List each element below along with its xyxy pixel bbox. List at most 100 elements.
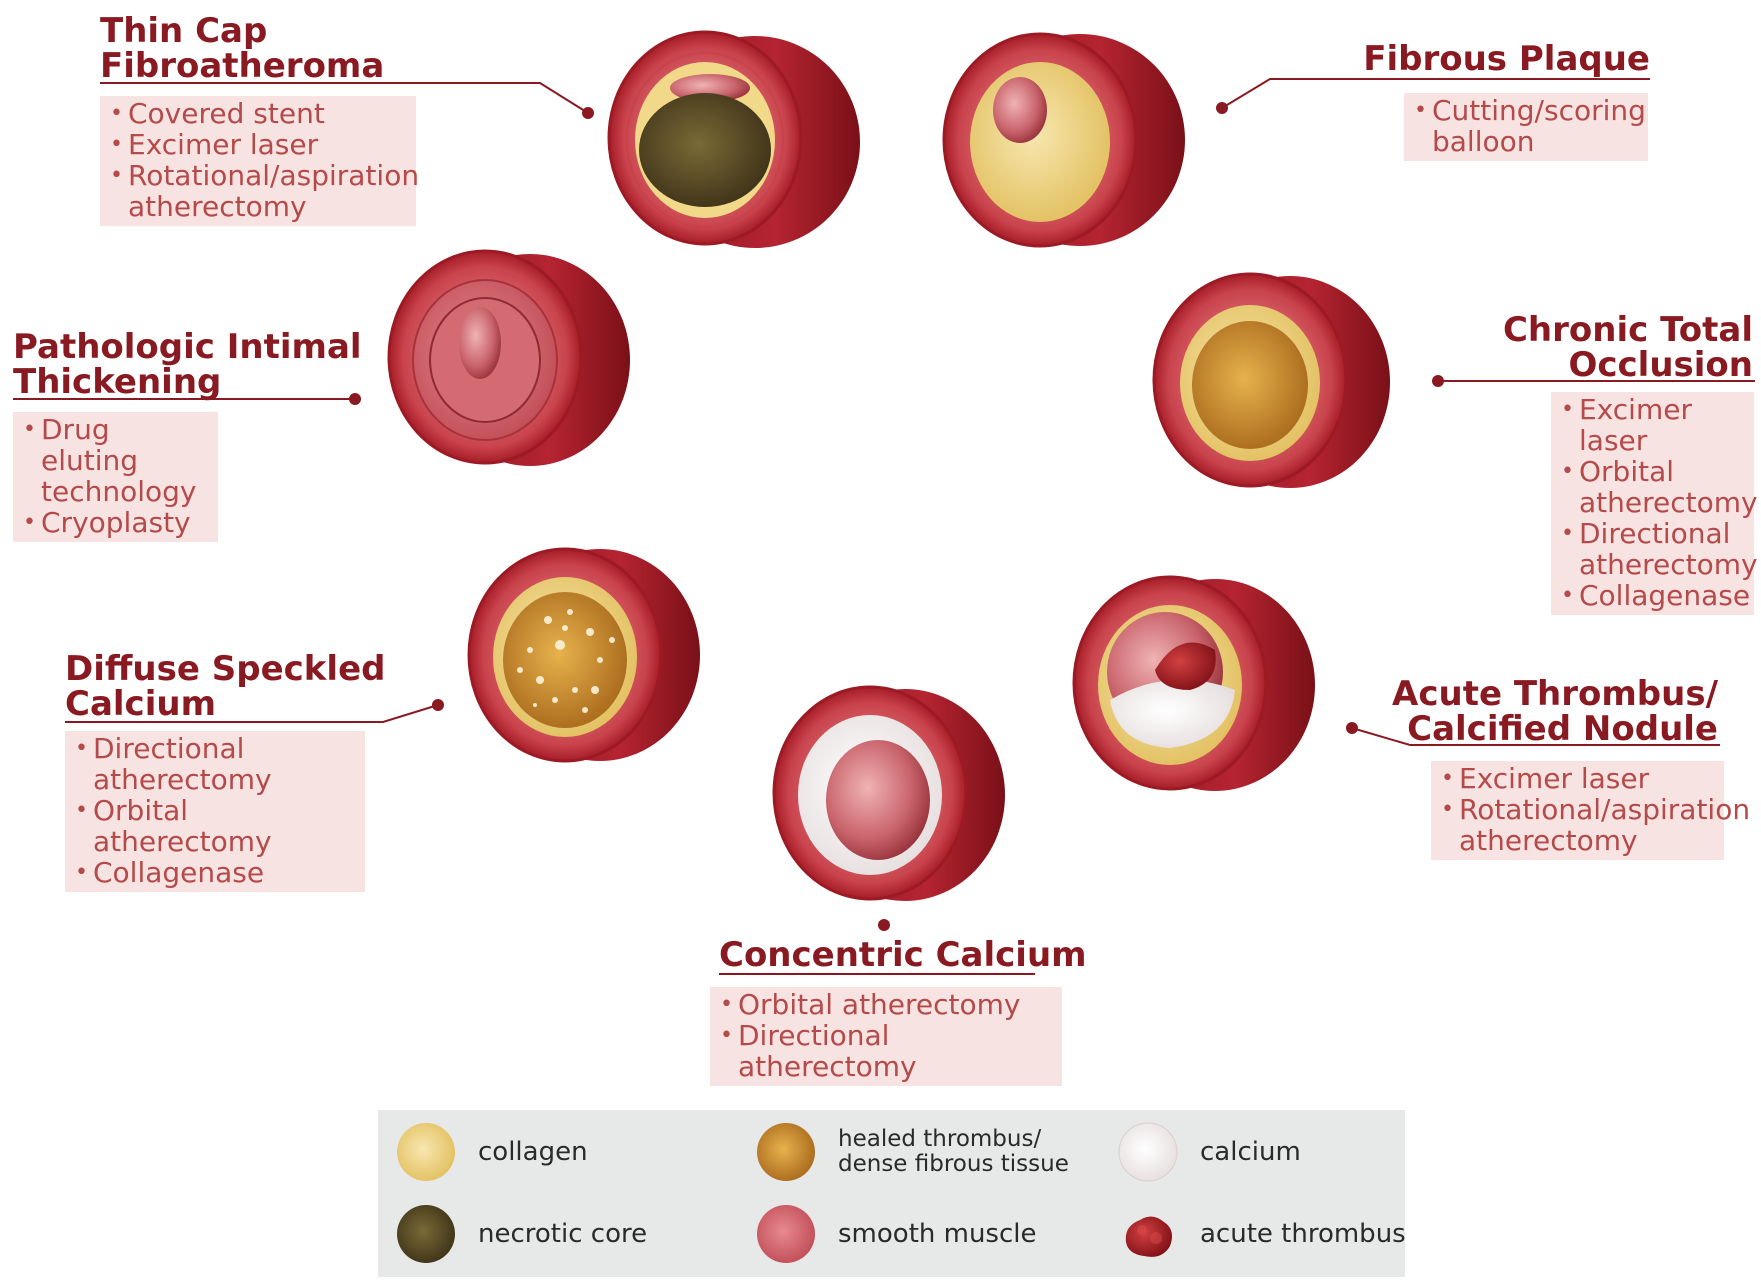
treatment-text: atherectomy [1459, 824, 1638, 857]
treatment-text: technology [41, 475, 197, 508]
title-line: Calcium [65, 684, 216, 724]
legend-item-acute-thrombus: acute thrombus [1118, 1204, 1406, 1264]
title-line: Diffuse Speckled [65, 649, 386, 689]
treatments-thin-cap-fibroatheroma: Covered stent Excimer laser Rotational/a… [100, 96, 419, 226]
title-pathologic-intimal-thickening: Pathologic Intimal Thickening [13, 330, 362, 400]
treatment-text: Collagenase [93, 856, 265, 889]
treatment-item: Orbital atherectomy [75, 795, 357, 857]
treatments-acute-thrombus-calcified-nodule: Excimer laser Rotational/aspirationather… [1431, 761, 1750, 860]
acute-thrombus-swatch [1125, 1216, 1172, 1257]
treatment-text: Rotational/aspiration [1459, 793, 1751, 826]
treatment-text: Cutting/scoring [1432, 94, 1646, 127]
necrotic-core-swatch [397, 1205, 455, 1263]
treatment-text: Cryoplasty [41, 506, 191, 539]
treatment-text: Drug eluting [41, 413, 139, 477]
vessel-fibrous-plaque [942, 32, 1185, 248]
leader-lines [13, 78, 1755, 975]
legend-label: acute thrombus [1200, 1218, 1406, 1249]
treatment-text: Directional [1579, 517, 1731, 550]
title-line: Concentric Calcium [719, 935, 1087, 975]
title-line: Thin Cap [100, 11, 268, 51]
dot-speckled [432, 699, 444, 711]
vessel-diffuse-speckled-calcium [467, 547, 700, 763]
treatment-text: Collagenase [1579, 579, 1751, 612]
legend-item-smooth-muscle: smooth muscle [756, 1204, 1037, 1264]
treatment-item: Excimer laser [1561, 394, 1746, 456]
vessel-acute-thrombus [1072, 575, 1315, 791]
dot-concentric [878, 919, 890, 931]
title-chronic-total-occlusion: Chronic Total Occlusion [1503, 313, 1753, 383]
legend-label-line: dense fibrous tissue [838, 1151, 1069, 1177]
legend-item-necrotic-core: necrotic core [396, 1204, 647, 1264]
legend-item-calcium: calcium [1118, 1122, 1301, 1182]
treatment-text: Excimer laser [128, 128, 319, 161]
treatment-text: Orbital atherectomy [93, 794, 272, 858]
vessel-chronic-total-occlusion [1152, 272, 1390, 488]
legend-label: calcium [1200, 1136, 1301, 1167]
title-line: Thickening [13, 362, 222, 402]
treatment-text: atherectomy [1579, 548, 1758, 581]
title-line: Chronic Total [1502, 310, 1753, 350]
treatment-text: Orbital [1579, 455, 1675, 488]
leader-dots [349, 102, 1444, 931]
treatment-item: Excimer laser [1441, 763, 1716, 794]
treatment-text: atherectomy [128, 190, 307, 223]
treatment-item: Collagenase [1561, 580, 1750, 611]
legend: collagen healed thrombus/ dense fibrous … [378, 1110, 1406, 1277]
treatment-item: Covered stent [110, 98, 408, 129]
treatment-item: Orbital atherectomy [720, 989, 1054, 1020]
leader-fibrous [1221, 78, 1650, 109]
treatment-text: Rotational/aspiration [128, 159, 420, 192]
legend-label-line: healed thrombus/ [838, 1126, 1042, 1152]
title-concentric-calcium: Concentric Calcium [719, 935, 1087, 975]
dot-thin-cap [582, 107, 594, 119]
treatment-text: Orbital atherectomy [738, 988, 1021, 1021]
collagen-swatch [397, 1123, 455, 1181]
title-line: Acute Thrombus/ [1392, 674, 1718, 714]
dot-pit [349, 393, 361, 405]
title-line: Pathologic Intimal [13, 327, 362, 367]
treatment-text: balloon [1432, 125, 1535, 158]
treatment-text: Excimer laser [1459, 762, 1650, 795]
treatment-item: Collagenase [75, 857, 357, 888]
dot-thrombus [1346, 722, 1358, 734]
healed-thrombus-swatch [757, 1123, 815, 1181]
treatment-text: Covered stent [128, 97, 325, 130]
dot-fibrous [1216, 102, 1228, 114]
legend-item-healed-thrombus: healed thrombus/ dense fibrous tissue [756, 1122, 1069, 1182]
title-line: Fibrous Plaque [1363, 39, 1650, 79]
treatment-text: Excimer laser [1579, 393, 1692, 457]
treatment-item: Cryoplasty [23, 507, 210, 538]
leader-speckled [65, 704, 439, 723]
treatment-text: Directional atherectomy [738, 1019, 917, 1083]
vessel-pathologic-intimal-thickening [387, 249, 630, 466]
title-line: Calcified Nodule [1407, 709, 1718, 749]
treatments-concentric-calcium: Orbital atherectomy Directional atherect… [710, 987, 1062, 1086]
legend-label: smooth muscle [838, 1218, 1037, 1249]
vessel-concentric-calcium [772, 685, 1005, 901]
dot-cto [1432, 375, 1444, 387]
treatment-text: Directional [93, 732, 245, 765]
title-line: Occlusion [1568, 345, 1753, 385]
title-diffuse-speckled-calcium: Diffuse Speckled Calcium [65, 652, 385, 722]
treatment-text: atherectomy [93, 763, 272, 796]
leader-thin-cap [100, 82, 589, 114]
leader-thrombus [1351, 727, 1720, 746]
title-line: Fibroatheroma [100, 46, 385, 86]
calcium-swatch [1118, 1122, 1178, 1182]
vessel-thin-cap-fibroatheroma [607, 30, 860, 248]
title-acute-thrombus-calcified-nodule: Acute Thrombus/ Calcified Nodule [1392, 677, 1718, 747]
legend-label: collagen [478, 1136, 588, 1167]
